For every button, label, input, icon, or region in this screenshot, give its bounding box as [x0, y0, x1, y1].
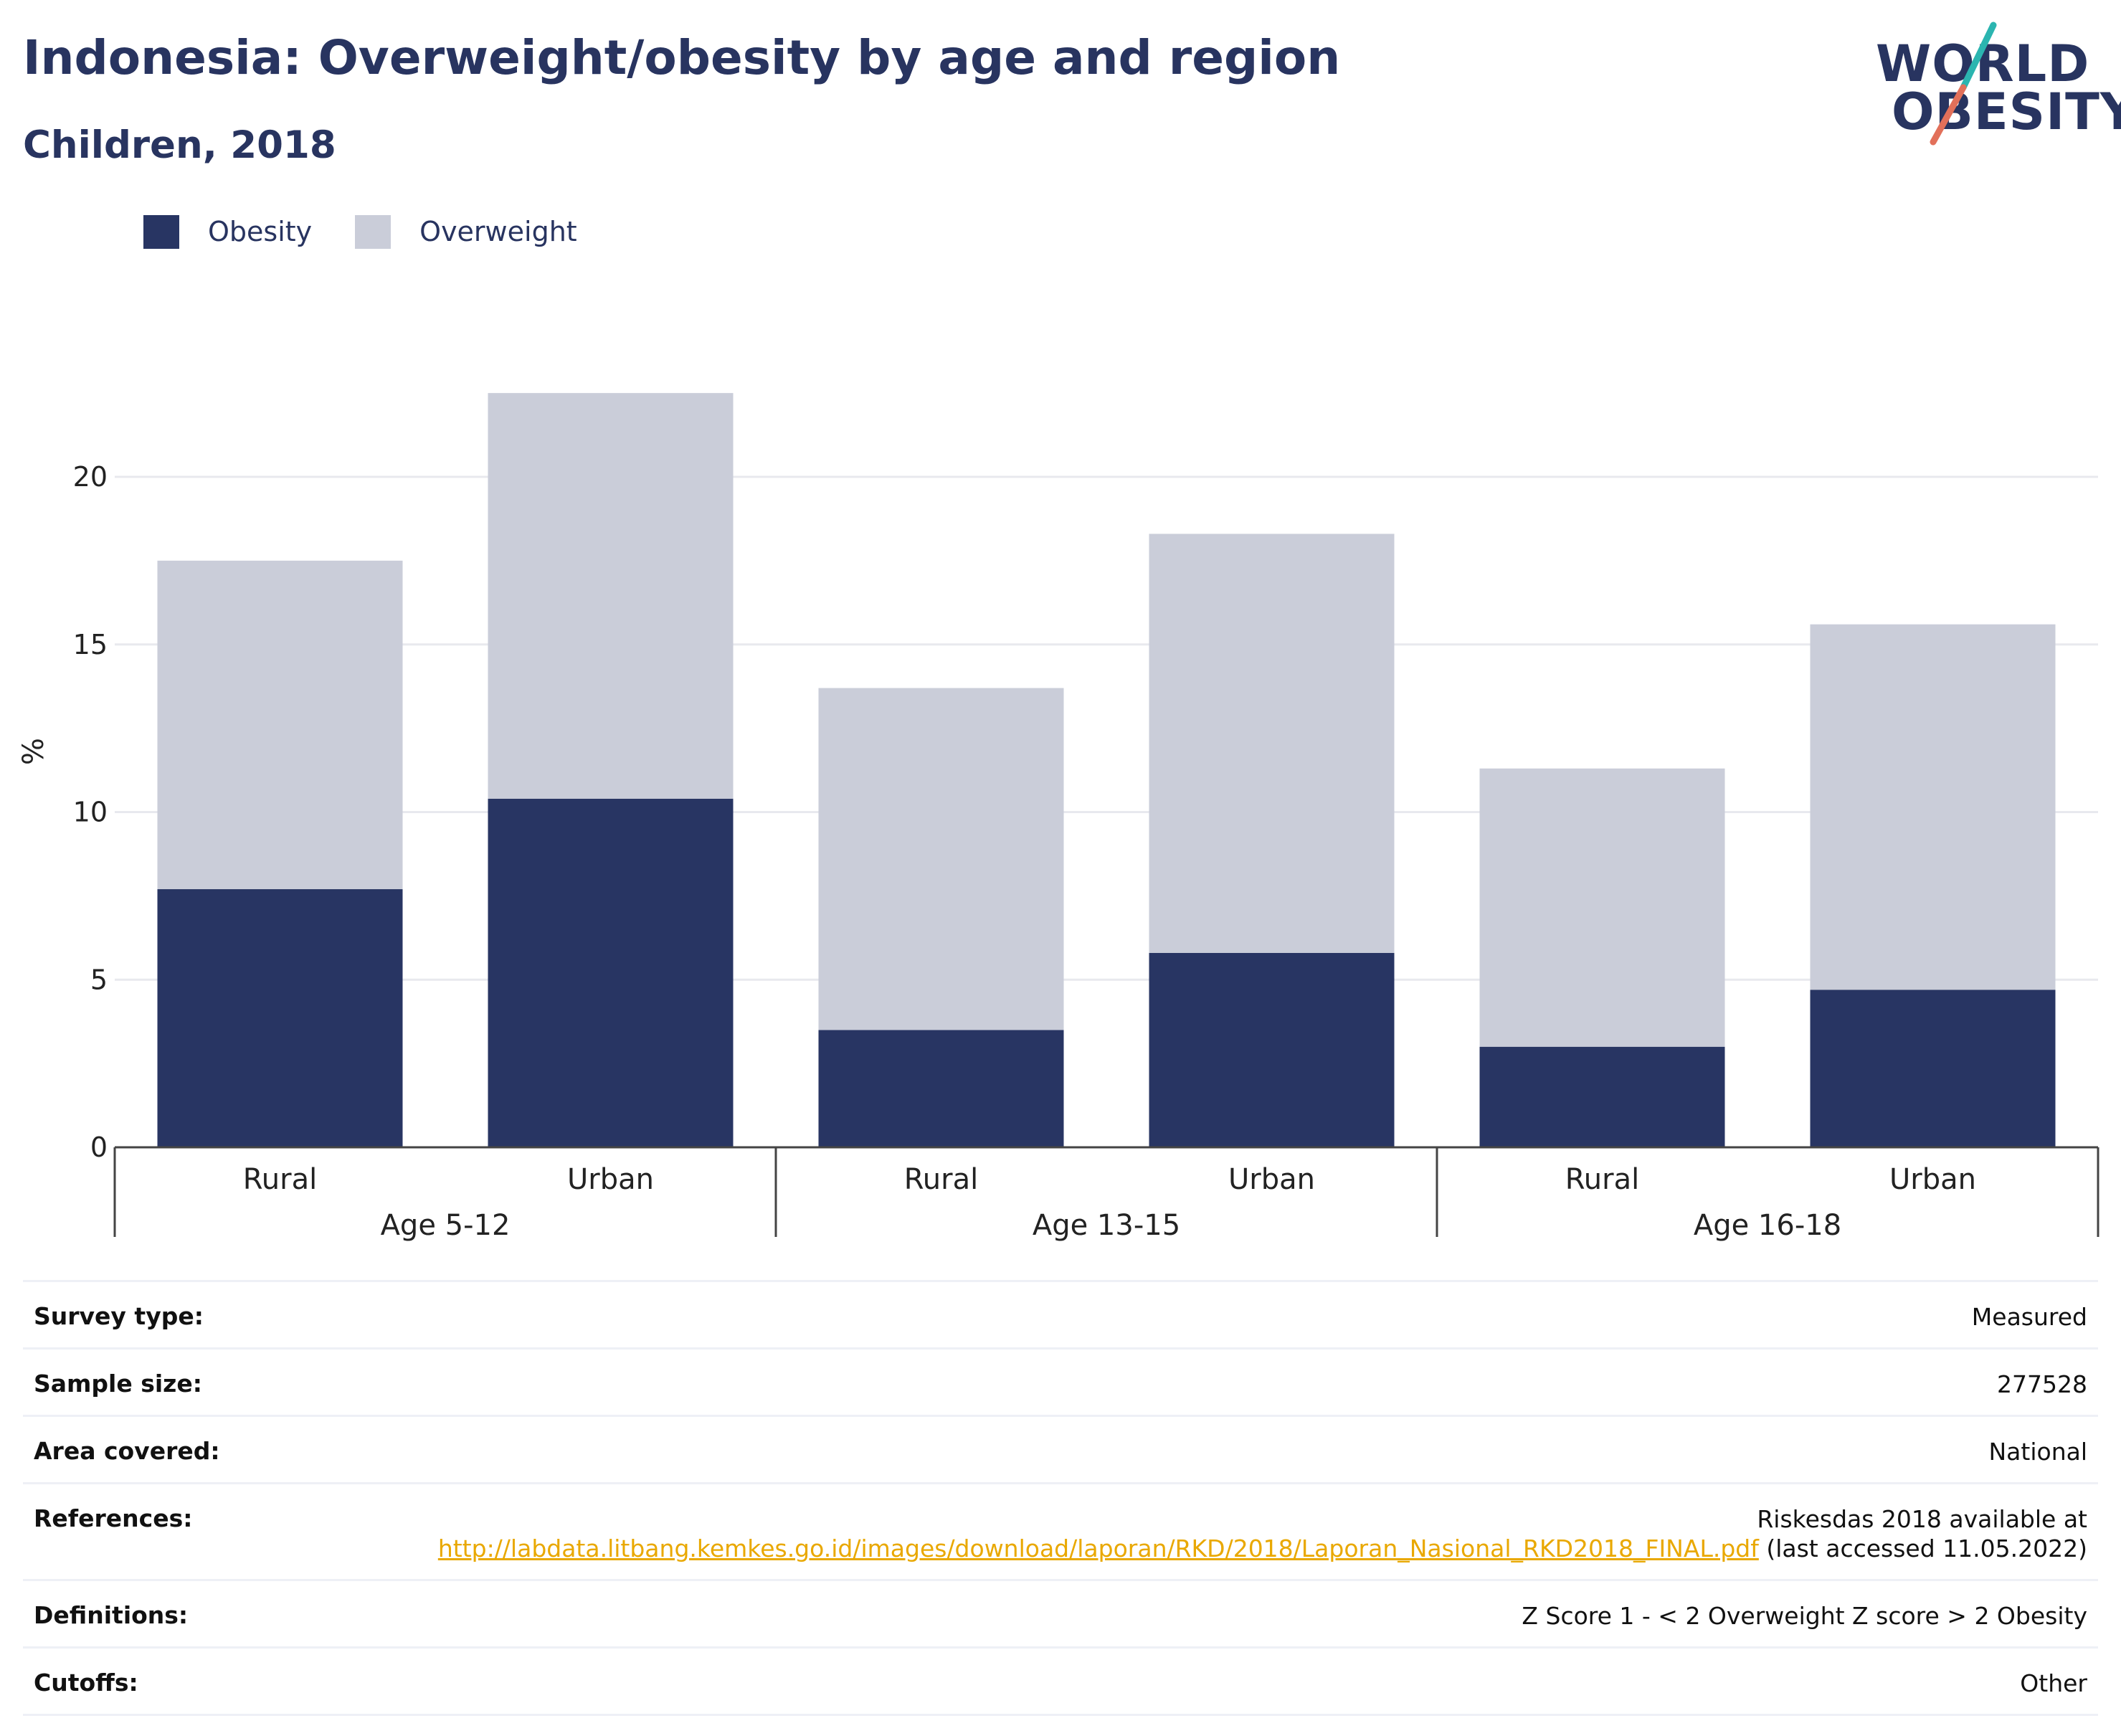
- meta-label: Definitions:: [34, 1601, 189, 1629]
- meta-value: National: [1988, 1438, 2087, 1466]
- chart-title: Indonesia: Overweight/obesity by age and…: [23, 30, 1341, 85]
- world-obesity-logo: WORLD OBESITY: [1871, 22, 2121, 151]
- meta-label: Sample size:: [34, 1370, 202, 1398]
- bar-overweight: [157, 560, 403, 890]
- meta-label: Area covered:: [34, 1437, 220, 1465]
- logo-slash-coral: [1930, 84, 1967, 146]
- x-tick-label: Urban: [567, 1163, 654, 1196]
- meta-label: Cutoffs:: [34, 1669, 138, 1697]
- legend-item-obesity[interactable]: Obesity: [143, 214, 313, 249]
- y-tick-label: 20: [73, 461, 108, 493]
- meta-row-area-covered: Area covered: National: [23, 1417, 2098, 1484]
- meta-label: References:: [34, 1504, 193, 1532]
- legend-swatch-overweight: [355, 214, 392, 249]
- bar-obesity: [157, 889, 403, 1147]
- reference-prefix: Riskesdas 2018 available at: [1757, 1505, 2087, 1533]
- bar-overweight: [488, 393, 734, 799]
- bar-obesity: [488, 798, 734, 1147]
- bar-chart: 0 5 10 15 20% Rural Urban Rural Urban Rural Urban A…: [17, 393, 2099, 1242]
- bar-overweight: [1149, 533, 1395, 953]
- x-tick-label: Rural: [243, 1163, 317, 1196]
- meta-row-definitions: Definitions: Z Score 1 - < 2 Overweight …: [23, 1581, 2098, 1649]
- x-tick-label: Urban: [1228, 1163, 1315, 1196]
- y-tick-label: 15: [73, 629, 108, 660]
- meta-value: Measured: [1971, 1303, 2087, 1331]
- meta-value-references: Riskesdas 2018 available at http://labda…: [438, 1504, 2087, 1563]
- bar-overweight: [1810, 624, 2056, 990]
- reference-suffix: (last accessed 11.05.2022): [1766, 1535, 2087, 1562]
- logo-line2: OBESITY: [1892, 82, 2121, 141]
- meta-row-cutoffs: Cutoffs: Other: [23, 1649, 2098, 1716]
- legend-swatch-obesity: [143, 214, 179, 249]
- meta-row-survey-type: Survey type: Measured: [23, 1282, 2098, 1350]
- bar-obesity: [818, 1030, 1064, 1147]
- meta-row-sample-size: Sample size: 277528: [23, 1350, 2098, 1417]
- meta-value: Other: [2020, 1669, 2087, 1697]
- legend-item-overweight[interactable]: Overweight: [355, 214, 577, 249]
- bar-obesity: [1149, 952, 1395, 1147]
- meta-value: 277528: [1997, 1370, 2087, 1398]
- group-label: Age 5-12: [381, 1209, 511, 1242]
- group-label: Age 16-18: [1694, 1209, 1841, 1242]
- x-tick-label: Urban: [1889, 1163, 1976, 1196]
- y-tick-label: 10: [73, 797, 108, 828]
- logo-slash-icon: [1930, 22, 1997, 146]
- legend-label-obesity: Obesity: [208, 216, 313, 247]
- y-tick-label: 5: [90, 964, 108, 995]
- logo-slash-teal: [1960, 22, 1997, 91]
- x-tick-label: Rural: [1565, 1163, 1639, 1196]
- chart-subtitle: Children, 2018: [23, 123, 336, 167]
- meta-row-references: References: Riskesdas 2018 available at …: [23, 1484, 2098, 1581]
- y-tick-label: 0: [90, 1132, 108, 1163]
- y-axis-label: %: [17, 738, 50, 765]
- legend: Obesity Overweight: [143, 214, 620, 250]
- reference-link[interactable]: http://labdata.litbang.kemkes.go.id/imag…: [437, 1535, 1759, 1562]
- x-tick-label: Rural: [904, 1163, 978, 1196]
- bar-obesity: [1810, 990, 2056, 1147]
- legend-label-overweight: Overweight: [419, 216, 577, 247]
- meta-label: Survey type:: [34, 1302, 204, 1330]
- metadata-table: Survey type: Measured Sample size: 27752…: [23, 1280, 2098, 1716]
- meta-value: Z Score 1 - < 2 Overweight Z score > 2 O…: [1522, 1602, 2087, 1630]
- bar-obesity: [1479, 1046, 1725, 1147]
- bar-overweight: [1479, 768, 1725, 1047]
- group-label: Age 13-15: [1033, 1209, 1180, 1242]
- bar-overweight: [818, 688, 1064, 1030]
